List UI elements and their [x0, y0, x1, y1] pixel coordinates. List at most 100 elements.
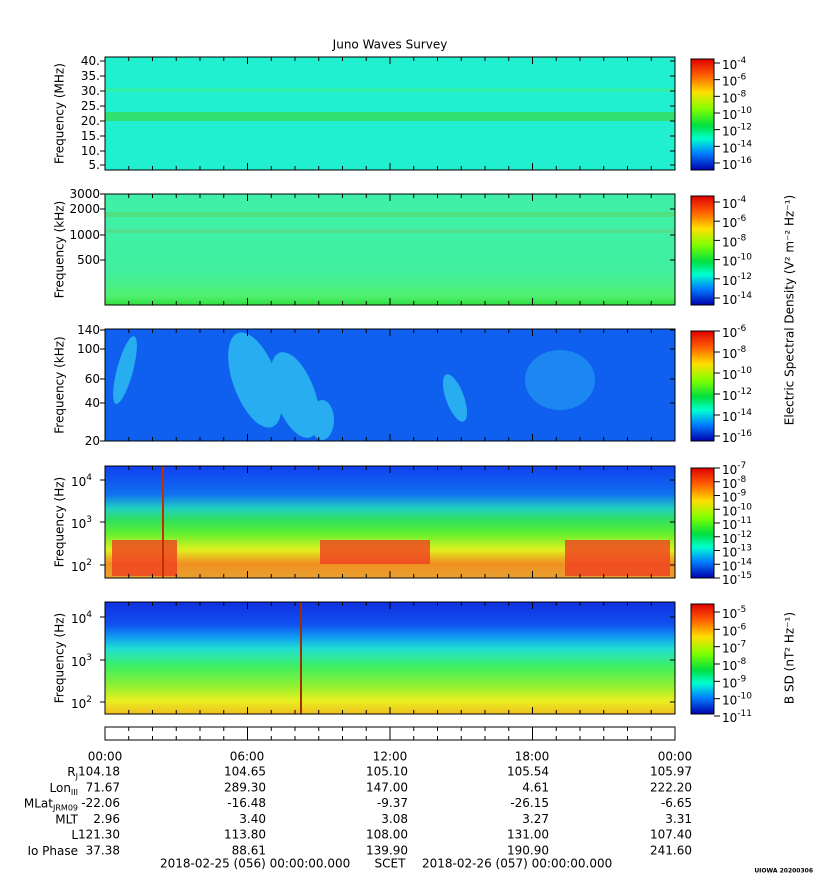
colorbar-tick-label-main: 10	[722, 91, 737, 105]
ephemeris-value: 241.60	[650, 844, 692, 858]
colorbar-tick-label: 10-6	[722, 214, 747, 230]
colorbar-tick-label-main: 10	[722, 559, 737, 573]
colorbar-tick-label-main: 10	[722, 476, 737, 490]
ephemeris-label-main: MLT	[55, 812, 78, 826]
colorbar-tick-label-exp: -7	[737, 639, 746, 649]
colorbar-tick-label: 10-12	[722, 271, 752, 287]
ephemeris-value: 108.00	[366, 828, 408, 842]
colorbar-tick-label: 10-11	[722, 709, 752, 725]
y-tick-label: 60	[85, 372, 100, 386]
y-tick-label-main: 3000	[69, 187, 100, 201]
y-tick-label-main: 60	[85, 372, 100, 386]
y-tick-label-main: 2000	[69, 202, 100, 216]
y-tick-label: 100	[77, 342, 100, 356]
colorbar-tick-label: 10-14	[722, 557, 752, 573]
ephemeris-value: 2.96	[93, 812, 120, 826]
y-tick-label: 104	[71, 473, 92, 489]
colorbar-tick-label: 10-10	[722, 106, 752, 122]
colorbar-tick-label-main: 10	[722, 347, 737, 361]
colorbar-tick-label-main: 10	[722, 490, 737, 504]
y-tick-label: 500	[77, 253, 100, 267]
colorbar-tick-label-main: 10	[722, 545, 737, 559]
time-label: 06:00	[230, 750, 265, 764]
ephemeris-value: 131.00	[507, 828, 549, 842]
colorbar-tick-label-exp: -10	[737, 252, 752, 262]
y-tick-label-main: 40.	[81, 54, 100, 68]
colorbar-tick-label: 10-13	[722, 543, 752, 559]
y-tick-label: 103	[71, 653, 92, 669]
y-tick-label-main: 10	[71, 517, 86, 531]
colorbar-tick-label-main: 10	[722, 504, 737, 518]
colorbar-tick-label: 10-5	[722, 605, 746, 621]
y-tick-label: 104	[71, 610, 92, 626]
colorbar-tick-label: 10-14	[722, 408, 752, 424]
colorbar-tick-label-main: 10	[722, 293, 737, 307]
colorbar-tick-label-exp: -14	[737, 557, 752, 567]
colorbar-tick-label-exp: -9	[737, 488, 746, 498]
ephemeris-value: -6.65	[661, 796, 692, 810]
colorbar-tick-label: 10-4	[722, 195, 747, 211]
y-tick-label: 20	[85, 434, 100, 448]
colorbar	[690, 195, 715, 306]
ephemeris-value: 107.40	[650, 828, 692, 842]
y-tick-label: 3000	[69, 187, 100, 201]
time-label: 00:00	[658, 750, 693, 764]
colorbar-tick-label-main: 10	[722, 676, 737, 690]
colorbar-tick-label-main: 10	[722, 141, 737, 155]
ephemeris-label-main: MLat	[24, 796, 53, 810]
ephemeris-value: 105.97	[650, 765, 692, 779]
colorbar-tick-label-main: 10	[722, 326, 737, 340]
y-tick-label-main: 10.	[81, 144, 100, 158]
y-tick-label-main: 10	[71, 612, 86, 626]
colorbar-tick-label-main: 10	[722, 273, 737, 287]
y-tick-label-main: 10	[71, 475, 86, 489]
colorbar-tick-label-exp: -8	[737, 89, 746, 99]
colorbar-tick-label-main: 10	[722, 431, 737, 445]
colorbar-tick-label: 10-6	[722, 622, 747, 638]
y-tick-label-exp: 3	[86, 653, 92, 663]
colorbar-tick-label-main: 10	[722, 197, 737, 211]
ephemeris-value: -26.15	[510, 796, 549, 810]
footer-start: 2018-02-25 (056) 00:00:00.000	[160, 857, 350, 871]
ephemeris-label: RJ	[67, 765, 78, 781]
colorbar-tick-label-main: 10	[722, 624, 737, 638]
colorbar-tick-label-main: 10	[722, 124, 737, 138]
colorbar-tick-label-exp: -6	[737, 72, 746, 82]
colorbar-tick-label-exp: -6	[737, 214, 746, 224]
colorbar-tick-label-exp: -12	[737, 271, 752, 281]
y-axis-label: Frequency (Hz)	[53, 613, 67, 704]
y-tick-label: 25.	[81, 99, 100, 113]
colorbar-tick-label: 10-15	[722, 571, 752, 587]
colorbar-tick-label-main: 10	[722, 518, 737, 532]
y-tick-label: 10.	[81, 144, 100, 158]
colorbar-tick-label-exp: -8	[737, 233, 746, 243]
time-label: 00:00	[88, 750, 123, 764]
ephemeris-value: 37.38	[86, 844, 120, 858]
colorbar-tick-label-main: 10	[722, 410, 737, 424]
y-tick-label-main: 15.	[81, 129, 100, 143]
y-tick-label: 2000	[69, 202, 100, 216]
colorbar-tick-label-exp: -4	[737, 56, 746, 66]
colorbar-tick-label: 10-6	[722, 324, 747, 340]
credit: UIOWA 20200306	[754, 868, 813, 875]
y-tick-label-exp: 4	[86, 473, 92, 483]
ephemeris-value: 4.61	[522, 780, 549, 794]
ephemeris-label-main: Io Phase	[27, 844, 78, 858]
ephemeris-value: 71.67	[86, 780, 120, 794]
y-tick-label-exp: 3	[86, 515, 92, 525]
colorbar-tick-label-exp: -4	[737, 195, 746, 205]
y-tick-label-main: 1000	[69, 228, 100, 242]
y-tick-label: 1000	[69, 228, 100, 242]
colorbar-tick-label: 10-14	[722, 291, 752, 307]
y-tick-label-exp: 2	[86, 558, 92, 568]
y-tick-label-main: 500	[77, 253, 100, 267]
ephemeris-label: MLatJRM09	[24, 796, 78, 812]
ephemeris-value: 105.54	[507, 765, 549, 779]
y-tick-label: 102	[71, 558, 92, 574]
y-tick-label-main: 35.	[81, 69, 100, 83]
colorbar-tick-label-exp: -6	[737, 622, 746, 632]
colorbar-tick-label-exp: -6	[737, 324, 746, 334]
ephemeris-value: 3.31	[665, 812, 692, 826]
ephemeris-value: 3.27	[522, 812, 549, 826]
